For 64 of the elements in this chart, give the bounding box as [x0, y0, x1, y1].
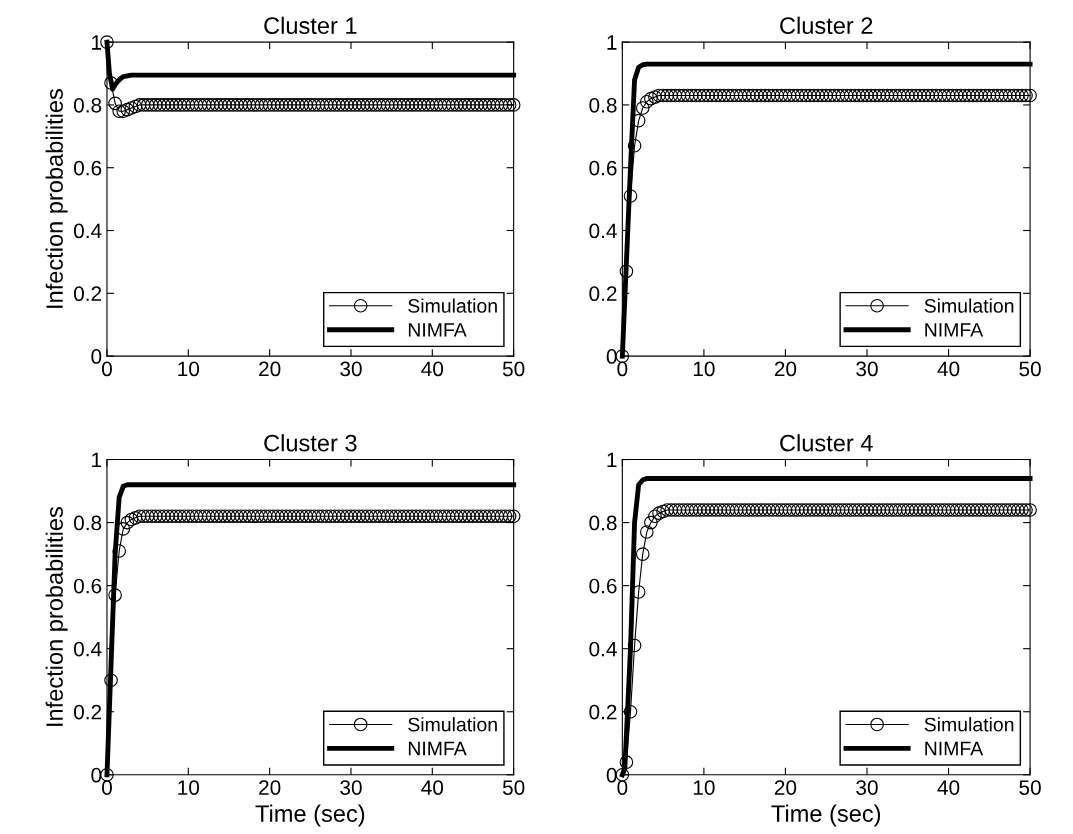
- y-tick-label: 0: [91, 349, 102, 364]
- y-tick-label: 0: [91, 767, 102, 783]
- legend-label: NIMFA: [925, 323, 984, 337]
- y-tick-label: 0.2: [73, 286, 102, 302]
- y-tick-label: 0.6: [73, 578, 102, 594]
- x-tick-label: 40: [937, 361, 960, 377]
- y-tick-label: 0.8: [589, 515, 617, 531]
- y-tick-label: 0.4: [73, 223, 102, 239]
- y-tick-label: 1: [92, 35, 102, 50]
- legend-label: Simulation: [408, 298, 497, 313]
- y-tick-label: 0.8: [589, 97, 617, 113]
- x-tick-label: 40: [421, 361, 444, 377]
- y-tick-label: 1: [92, 452, 102, 468]
- y-tick-label: 0.2: [589, 704, 617, 720]
- x-tick-label: 10: [178, 361, 200, 377]
- chart-title: Cluster 2: [780, 16, 873, 35]
- chart-title: Cluster 1: [264, 16, 357, 35]
- legend-label: Simulation: [924, 717, 1014, 732]
- y-tick-label: 0.2: [589, 286, 617, 302]
- y-tick-label: 0.8: [73, 97, 102, 113]
- y-tick-label: 0.2: [73, 704, 102, 720]
- x-tick-label: 20: [259, 361, 281, 377]
- y-axis-title: Infection probabilities: [45, 507, 68, 726]
- y-tick-label: 0.4: [589, 223, 617, 239]
- x-tick-label: 40: [421, 780, 444, 795]
- x-axis-title: Time (sec): [255, 804, 365, 827]
- x-tick-label: 40: [937, 780, 960, 795]
- y-tick-label: 0.4: [589, 641, 617, 657]
- x-axis-title: Time (sec): [771, 804, 881, 827]
- x-tick-label: 10: [693, 361, 715, 377]
- x-tick-label: 30: [856, 780, 878, 795]
- x-tick-label: 10: [693, 780, 715, 795]
- legend-label: Simulation: [408, 717, 497, 732]
- y-axis-title: Infection probabilities: [45, 89, 68, 308]
- x-tick-label: 30: [340, 780, 362, 795]
- y-tick-label: 0.6: [589, 160, 617, 176]
- x-tick-label: 30: [856, 361, 878, 377]
- legend-label: Simulation: [924, 298, 1014, 313]
- x-tick-label: 20: [774, 780, 797, 795]
- x-tick-label: 50: [502, 361, 525, 377]
- x-tick-label: 50: [1019, 780, 1041, 795]
- chart-title: Cluster 3: [264, 434, 357, 452]
- x-tick-label: 10: [178, 780, 200, 795]
- x-tick-label: 20: [774, 361, 797, 377]
- y-tick-label: 1: [607, 35, 617, 50]
- legend-label: NIMFA: [408, 741, 467, 756]
- x-tick-label: 50: [502, 780, 525, 795]
- x-tick-label: 0: [617, 361, 628, 377]
- y-tick-label: 0.8: [73, 515, 102, 531]
- y-tick-label: 0.4: [73, 641, 102, 657]
- x-tick-label: 0: [102, 361, 112, 377]
- x-tick-label: 30: [340, 361, 362, 377]
- x-tick-label: 20: [259, 780, 281, 795]
- y-tick-label: 0.6: [589, 578, 617, 594]
- y-tick-label: 0: [606, 349, 617, 364]
- legend-label: NIMFA: [925, 741, 984, 756]
- x-tick-label: 0: [102, 780, 112, 795]
- y-tick-label: 1: [607, 452, 617, 468]
- x-tick-label: 50: [1019, 361, 1041, 377]
- x-tick-label: 0: [617, 780, 628, 795]
- legend-label: NIMFA: [408, 323, 467, 337]
- y-tick-label: 0: [606, 767, 617, 783]
- y-tick-label: 0.6: [73, 160, 102, 176]
- chart-title: Cluster 4: [780, 434, 873, 452]
